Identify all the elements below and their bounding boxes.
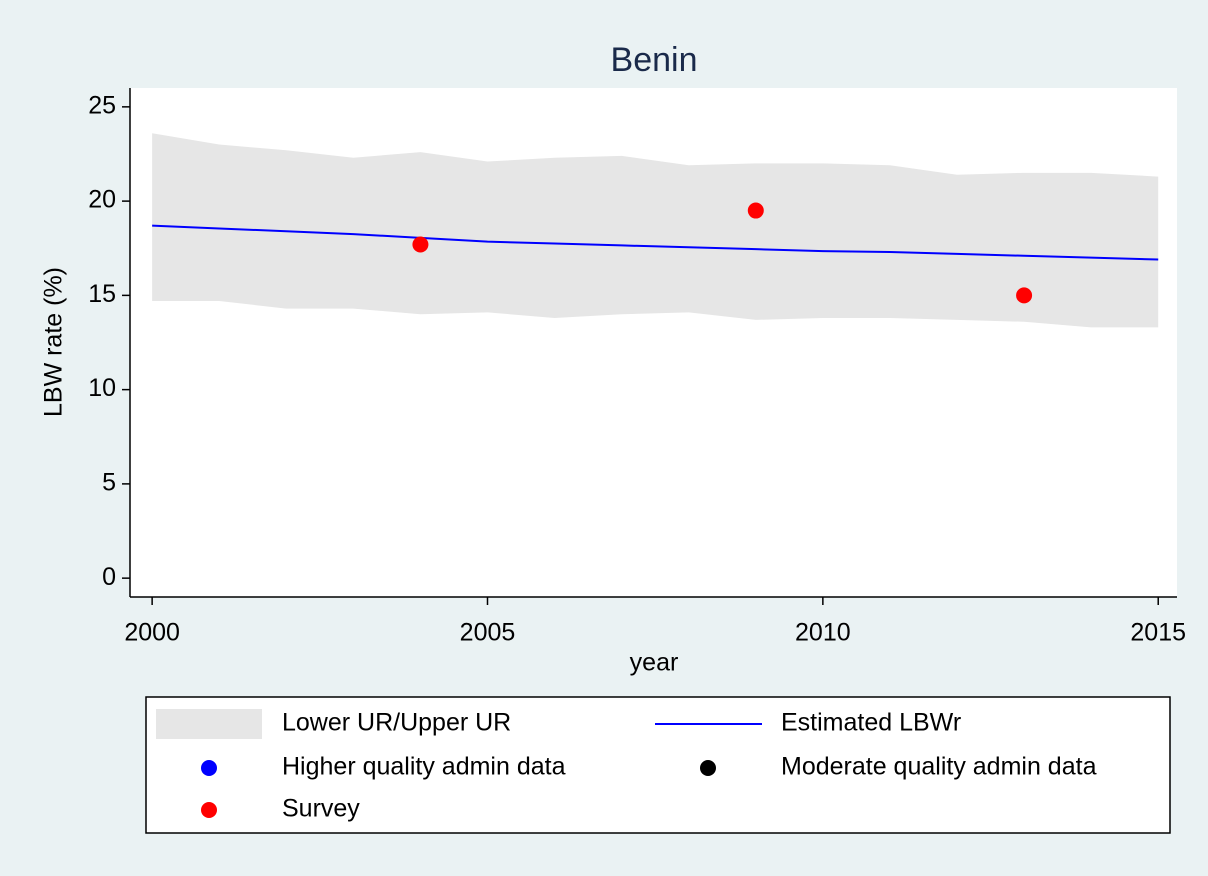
legend-label: Estimated LBWr — [781, 709, 961, 737]
legend-swatch — [201, 802, 217, 818]
data-point — [412, 236, 429, 253]
y-tick-label: 25 — [88, 91, 116, 119]
x-tick-label: 2000 — [124, 619, 180, 647]
legend-label: Survey — [282, 795, 360, 823]
legend-swatch — [700, 760, 716, 776]
uncertainty-band — [152, 133, 1159, 328]
y-tick-label: 20 — [88, 186, 116, 214]
y-tick-label: 0 — [102, 563, 116, 591]
data-point — [1016, 287, 1033, 304]
y-tick-label: 10 — [88, 374, 116, 402]
y-tick-label: 15 — [88, 280, 116, 308]
legend-swatch — [201, 760, 217, 776]
legend-label: Higher quality admin data — [282, 753, 566, 781]
x-tick-label: 2015 — [1130, 619, 1186, 647]
x-tick-label: 2005 — [460, 619, 516, 647]
legend-swatch — [156, 709, 262, 739]
x-axis-label: year — [630, 649, 679, 677]
x-tick-label: 2010 — [795, 619, 851, 647]
data-point — [747, 202, 764, 219]
y-tick-label: 5 — [102, 468, 116, 496]
estimate-line — [152, 224, 1159, 261]
chart-title: Benin — [611, 41, 698, 79]
legend — [145, 696, 1171, 834]
legend-label: Lower UR/Upper UR — [282, 709, 511, 737]
legend-label: Moderate quality admin data — [781, 753, 1097, 781]
y-axis-label: LBW rate (%) — [40, 267, 68, 417]
